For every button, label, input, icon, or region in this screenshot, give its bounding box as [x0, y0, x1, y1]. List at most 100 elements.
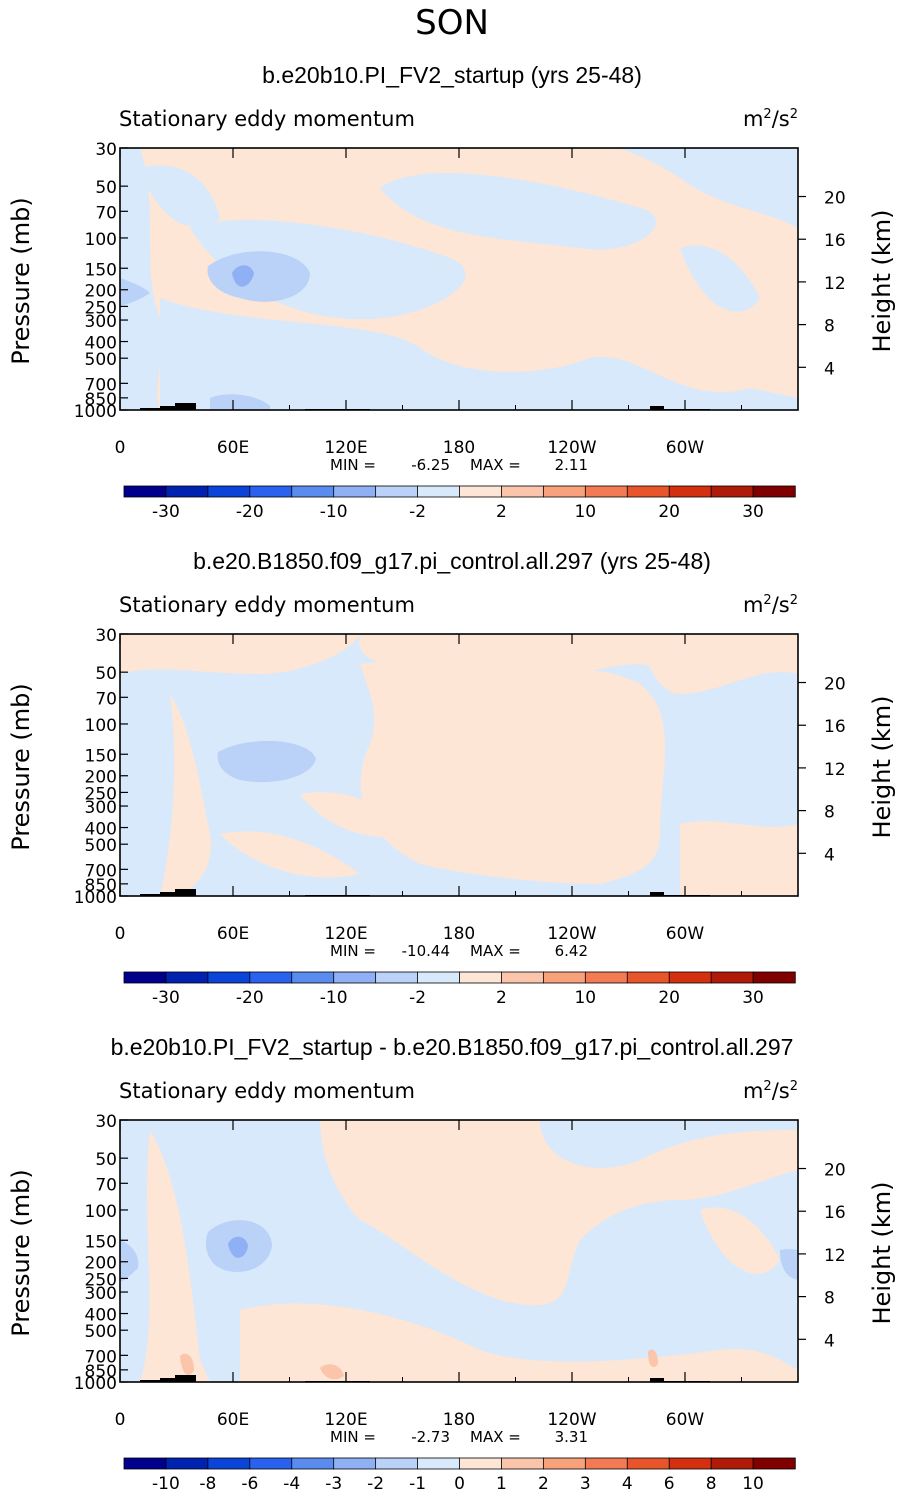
- colorbar-cell: [375, 1457, 419, 1470]
- panels: b.e20b10.PI_FV2_startup (yrs 25-48) Stati…: [7, 62, 896, 1493]
- colorbar-cell: [668, 971, 712, 984]
- x-tick-label: 120E: [324, 924, 367, 944]
- colorbar-label: 30: [742, 988, 764, 1008]
- colorbar-label: -2: [409, 502, 426, 522]
- colorbar-label: -6: [241, 1474, 258, 1493]
- colorbar-cell: [249, 1457, 293, 1470]
- contour-region-7: [228, 1236, 248, 1258]
- y-tick-label: 100: [85, 1202, 117, 1222]
- units-mid: /s: [772, 107, 790, 131]
- y-tick-label: 400: [85, 1306, 117, 1326]
- colorbar-label: -30: [152, 502, 180, 522]
- max-label: MAX =: [470, 1428, 521, 1446]
- x-tick-label: 180: [443, 438, 475, 458]
- x-tick-label: 60W: [666, 1410, 705, 1430]
- contour-region-9: [780, 1249, 798, 1280]
- y-tick-label: 50: [95, 1150, 117, 1170]
- colorbar-cell: [123, 1457, 167, 1470]
- colorbar-cell: [710, 971, 754, 984]
- colorbar-cell: [501, 1457, 545, 1470]
- colorbar-cell: [501, 485, 545, 498]
- x-tick-label: 180: [443, 924, 475, 944]
- colorbar-label: 6: [664, 1474, 675, 1493]
- x-tick-label: 120E: [324, 1410, 367, 1430]
- contour-region-10: [180, 1353, 194, 1375]
- y-tick-label: 150: [85, 1232, 117, 1252]
- chart-panel-3: b.e20b10.PI_FV2_startup - b.e20.B1850.f0…: [7, 1034, 896, 1493]
- colorbar-cell: [542, 1457, 587, 1470]
- contour-region-6: [300, 792, 420, 838]
- units-exp-2: 2: [790, 1079, 798, 1094]
- y-tick-label: 30: [95, 140, 117, 160]
- colorbar-cell: [249, 485, 293, 498]
- colorbar-cell: [752, 1457, 796, 1470]
- contour-region-5: [620, 148, 798, 228]
- y-right-axis-label: Height (km): [868, 210, 896, 353]
- colorbar-label: -30: [152, 988, 180, 1008]
- contour-region-1: [120, 148, 163, 410]
- colorbar-cell: [417, 1457, 461, 1470]
- y-right-axis-label: Height (km): [868, 1182, 896, 1325]
- units-base: m: [743, 1079, 763, 1103]
- y-tick-label: 150: [85, 746, 117, 766]
- max-value: 2.11: [555, 456, 588, 474]
- colorbar-cell: [626, 485, 670, 498]
- contour-region-2: [160, 298, 798, 410]
- max-value: 3.31: [555, 1428, 588, 1446]
- y-tick-label: 300: [85, 1284, 117, 1304]
- chart-panel-1: b.e20b10.PI_FV2_startup (yrs 25-48) Stati…: [7, 62, 896, 522]
- colorbar-cell: [207, 971, 251, 984]
- y-tick-label: 700: [85, 861, 117, 881]
- chart-title: b.e20b10.PI_FV2_startup (yrs 25-48): [262, 62, 642, 88]
- field-label: Stationary eddy momentum: [119, 1079, 415, 1103]
- colorbar-cell: [668, 485, 712, 498]
- y-right-tick-label: 8: [824, 803, 835, 823]
- contour-region-3: [360, 661, 665, 884]
- colorbar-cell: [333, 485, 377, 498]
- contour-region-2: [120, 634, 360, 674]
- colorbar: -10 -8 -6 -4 -3 -2 -1 0 1 2 3 4 6 8 10: [123, 1457, 796, 1493]
- y-tick-label: 70: [95, 1175, 117, 1195]
- topography-africa: [140, 403, 196, 410]
- y-right-tick-label: 16: [824, 717, 846, 737]
- colorbar-cell: [752, 485, 796, 498]
- y-axis-label: Pressure (mb): [7, 197, 35, 364]
- chart-title: b.e20.B1850.f09_g17.pi_control.all.297 (…: [193, 548, 711, 574]
- colorbar-cell: [291, 971, 335, 984]
- colorbar-cell: [710, 1457, 754, 1470]
- colorbar-label: 2: [538, 1474, 549, 1493]
- units-base: m: [743, 107, 763, 131]
- contour-region-8: [680, 821, 798, 896]
- y-right-tick-label: 20: [824, 1161, 846, 1181]
- units-mid: /s: [772, 593, 790, 617]
- y-tick-label: 300: [85, 798, 117, 818]
- y-right-tick-label: 16: [824, 1203, 846, 1223]
- y-right-tick-label: 4: [824, 1331, 835, 1351]
- colorbar-label: 10: [574, 502, 596, 522]
- colorbar-label: 2: [496, 988, 507, 1008]
- y-tick-label: 200: [85, 1254, 117, 1274]
- y-tick-label: 50: [95, 664, 117, 684]
- colorbar-cell: [710, 485, 754, 498]
- chart-title: b.e20b10.PI_FV2_startup - b.e20.B1850.f0…: [111, 1034, 794, 1060]
- y-tick-label: 500: [85, 350, 117, 370]
- y-tick-label: 200: [85, 282, 117, 302]
- units-label: m2/s2: [743, 1079, 798, 1103]
- y-tick-label: 300: [85, 312, 117, 332]
- contour-region-3: [190, 219, 466, 320]
- y-right-axis-label: Height (km): [868, 696, 896, 839]
- x-tick-label: 120W: [547, 924, 596, 944]
- colorbar-label: 20: [658, 988, 680, 1008]
- y-tick-label: 50: [95, 178, 117, 198]
- max-label: MAX =: [470, 456, 521, 474]
- colorbar: -30 -20 -10 -2 2 10 20 30: [123, 971, 796, 1008]
- x-tick-label: 120W: [547, 1410, 596, 1430]
- units-label: m2/s2: [743, 593, 798, 617]
- units-exp-2: 2: [790, 107, 798, 122]
- units-mid: /s: [772, 1079, 790, 1103]
- colorbar-cell: [417, 485, 461, 498]
- colorbar-label: -20: [236, 502, 264, 522]
- colorbar-cell: [584, 971, 628, 984]
- colorbar-label: -10: [320, 988, 348, 1008]
